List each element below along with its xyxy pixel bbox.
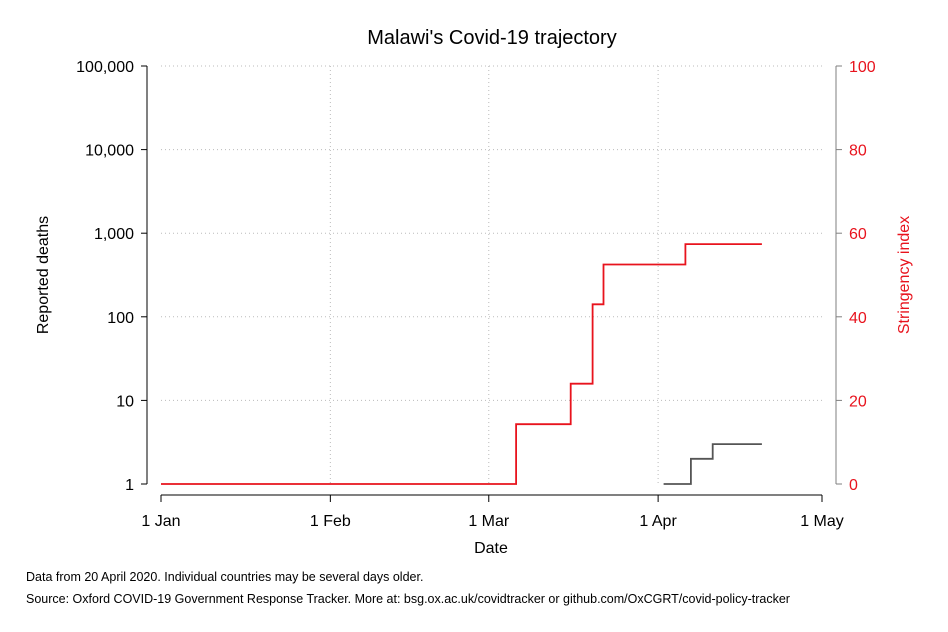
right-axis-ticks: 0 20 40 60 80 100: [836, 59, 876, 494]
right-axis-label: Stringency index: [896, 216, 913, 334]
left-tick-label: 1,000: [94, 226, 134, 243]
right-tick-label: 60: [849, 226, 867, 243]
right-tick-label: 0: [849, 477, 858, 494]
x-tick-label: 1 May: [800, 513, 844, 530]
x-axis-ticks: 1 Jan 1 Feb 1 Mar 1 Apr 1 May: [141, 495, 844, 530]
data-date-note: Data from 20 April 2020. Individual coun…: [26, 570, 424, 584]
left-axis-ticks: 1 10 100 1,000 10,000 100,000: [76, 59, 147, 494]
right-tick-label: 80: [849, 143, 867, 160]
stringency-line: [161, 243, 762, 485]
deaths-line: [663, 443, 762, 485]
chart-title: Malawi's Covid-19 trajectory: [367, 27, 616, 49]
right-tick-label: 100: [849, 59, 876, 76]
right-tick-label: 20: [849, 393, 867, 410]
left-axis-label: Reported deaths: [35, 216, 52, 334]
x-tick-label: 1 Mar: [468, 513, 510, 530]
right-tick-label: 40: [849, 310, 867, 327]
left-tick-label: 100,000: [76, 59, 134, 76]
x-tick-label: 1 Jan: [141, 513, 180, 530]
data-series: [161, 243, 762, 485]
x-tick-label: 1 Feb: [310, 513, 351, 530]
source-note: Source: Oxford COVID-19 Government Respo…: [26, 592, 790, 606]
left-tick-label: 100: [107, 310, 134, 327]
left-tick-label: 1: [125, 477, 134, 494]
left-tick-label: 10,000: [85, 143, 134, 160]
x-tick-label: 1 Apr: [639, 513, 677, 530]
gridlines: [161, 65, 822, 484]
left-tick-label: 10: [116, 393, 134, 410]
x-axis-label: Date: [474, 540, 508, 557]
